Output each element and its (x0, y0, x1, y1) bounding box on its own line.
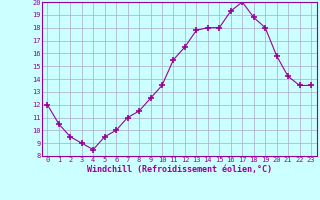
X-axis label: Windchill (Refroidissement éolien,°C): Windchill (Refroidissement éolien,°C) (87, 165, 272, 174)
